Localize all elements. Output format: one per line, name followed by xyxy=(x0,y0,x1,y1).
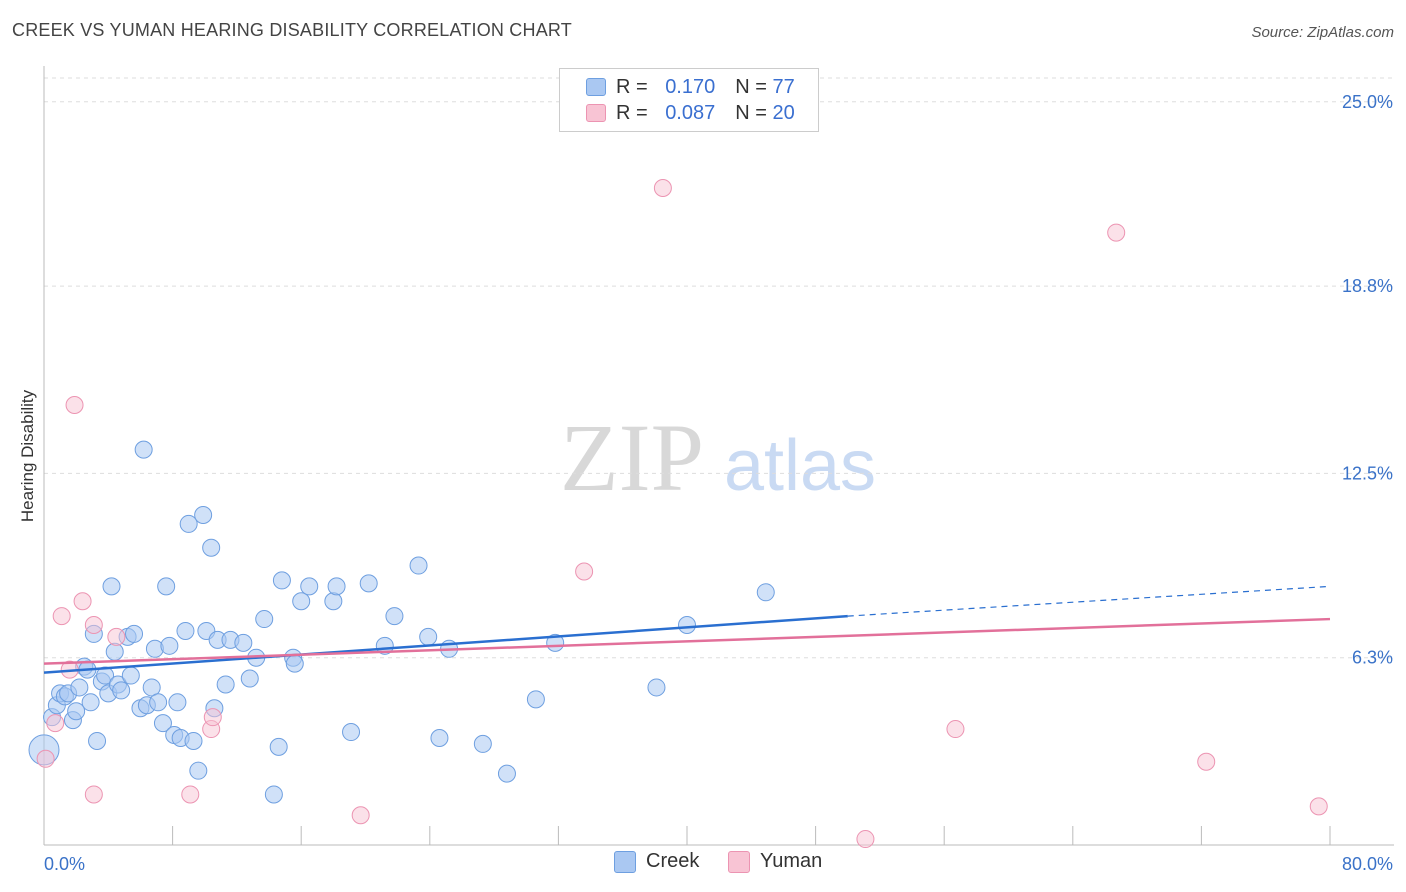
creek-point xyxy=(168,693,187,712)
legend-n-label: N = xyxy=(735,101,767,124)
creek-point xyxy=(292,592,311,611)
legend-item-creek: Creek xyxy=(614,850,699,873)
x-tick-label: 80.0% xyxy=(1342,854,1393,874)
y-tick-label: 6.3% xyxy=(1352,648,1393,668)
creek-point xyxy=(134,440,153,459)
watermark-atlas: atlas xyxy=(724,426,876,506)
yuman-point xyxy=(1197,752,1216,771)
yuman-trend-line xyxy=(43,617,1331,665)
legend-r-label: R = xyxy=(616,101,648,124)
creek-point xyxy=(145,639,164,658)
legend-r-value: 0.087 xyxy=(665,101,716,124)
yuman-point xyxy=(203,708,222,727)
yuman-point xyxy=(73,592,92,611)
creek-point xyxy=(149,693,168,712)
legend-label-creek: Creek xyxy=(646,850,700,872)
creek-point xyxy=(385,607,404,626)
creek-point xyxy=(419,627,438,646)
creek-trend-extension xyxy=(847,585,1331,617)
yuman-point xyxy=(1309,797,1328,816)
legend-row-creek: R = 0.170 N = 77 xyxy=(586,75,795,99)
creek-point xyxy=(153,714,172,733)
creek-point xyxy=(102,577,121,596)
creek-point xyxy=(526,690,545,709)
creek-point xyxy=(272,571,291,590)
yuman-point xyxy=(46,714,65,733)
legend-r-label: R = xyxy=(616,75,648,98)
chart-title: CREEK VS YUMAN HEARING DISABILITY CORREL… xyxy=(12,20,572,40)
creek-point xyxy=(184,731,203,750)
creek-point xyxy=(142,678,161,697)
creek-point xyxy=(430,728,449,747)
creek-point xyxy=(216,675,235,694)
legend-r-value: 0.170 xyxy=(665,75,716,98)
legend-n-value: 20 xyxy=(772,101,795,124)
creek-point xyxy=(269,737,288,756)
creek-point xyxy=(70,678,89,697)
creek-point xyxy=(160,636,179,655)
creek-trend-line xyxy=(43,614,848,674)
creek-point xyxy=(105,642,124,661)
creek-point xyxy=(359,574,378,593)
source-label: Source: ZipAtlas.com xyxy=(1251,24,1394,41)
creek-point xyxy=(67,702,86,721)
creek-point xyxy=(647,678,666,697)
creek-point xyxy=(300,577,319,596)
legend-label-yuman: Yuman xyxy=(760,850,823,872)
y-tick-label: 12.5% xyxy=(1342,463,1393,483)
creek-point xyxy=(255,610,274,629)
yuman-swatch xyxy=(586,104,606,122)
yuman-point xyxy=(65,396,84,415)
creek-point xyxy=(240,669,259,688)
creek-swatch xyxy=(614,850,636,873)
creek-point xyxy=(157,577,176,596)
creek-point xyxy=(756,583,775,602)
creek-point xyxy=(194,506,213,525)
creek-point xyxy=(409,556,428,575)
creek-point xyxy=(176,621,195,640)
yuman-point xyxy=(856,830,875,849)
yuman-point xyxy=(36,749,55,768)
creek-point xyxy=(121,666,140,685)
yuman-point xyxy=(107,627,126,646)
creek-point xyxy=(234,633,253,652)
creek-point xyxy=(264,785,283,804)
watermark-zip: ZIP xyxy=(560,404,704,511)
yuman-point xyxy=(1107,223,1126,242)
x-tick-label: 0.0% xyxy=(44,854,85,874)
yuman-point xyxy=(84,785,103,804)
creek-point xyxy=(125,624,144,643)
legend-n-label: N = xyxy=(735,75,767,98)
creek-point xyxy=(473,734,492,753)
creek-point xyxy=(327,577,346,596)
series-legend: Creek Yuman xyxy=(0,850,1406,880)
yuman-swatch xyxy=(728,850,750,873)
y-tick-label: 18.8% xyxy=(1342,276,1393,296)
creek-point xyxy=(81,693,100,712)
yuman-point xyxy=(84,616,103,635)
yuman-point xyxy=(351,806,370,825)
creek-point xyxy=(189,761,208,780)
creek-point xyxy=(678,616,696,635)
yuman-point xyxy=(52,607,71,626)
yuman-point xyxy=(946,720,965,739)
legend-row-yuman: R = 0.087 N = 20 xyxy=(586,101,795,125)
legend-item-yuman: Yuman xyxy=(728,850,822,873)
y-tick-label: 25.0% xyxy=(1342,92,1393,112)
creek-point xyxy=(88,731,107,750)
creek-point xyxy=(179,514,198,533)
creek-point xyxy=(112,681,131,700)
stats-legend: R = 0.170 N = 77 R = 0.087 N = 20 xyxy=(559,68,819,132)
creek-point xyxy=(342,723,361,742)
creek-swatch xyxy=(586,78,606,96)
yuman-point xyxy=(181,785,200,804)
creek-point xyxy=(324,592,343,611)
creek-point xyxy=(202,538,221,557)
yuman-point xyxy=(575,562,594,581)
legend-n-value: 77 xyxy=(772,75,795,98)
creek-point xyxy=(497,764,516,783)
yuman-point xyxy=(653,178,672,197)
creek-point xyxy=(285,654,304,673)
